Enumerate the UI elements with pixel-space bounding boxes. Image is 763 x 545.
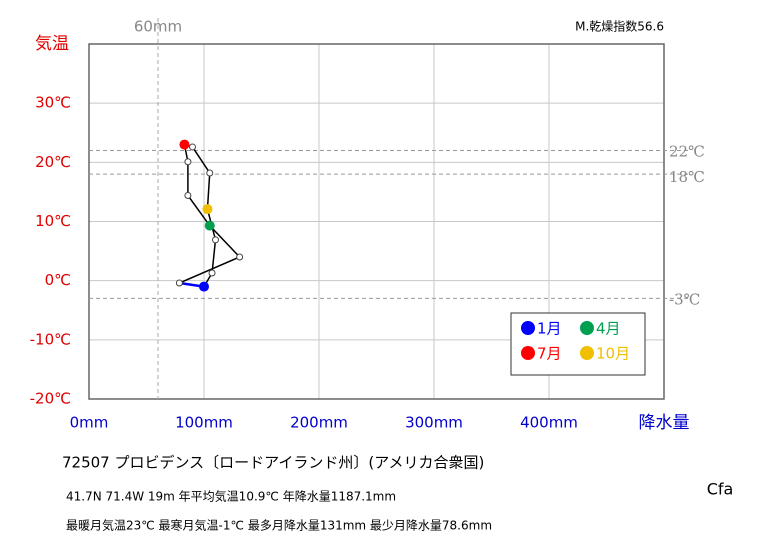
x-tick-label: 400mm [520, 414, 578, 432]
y-tick-label: -10℃ [30, 330, 71, 348]
month-point [199, 281, 209, 292]
legend-label: 7月 [537, 345, 562, 363]
month-point [206, 169, 214, 177]
legend-marker [521, 321, 535, 335]
reference-label: -3℃ [669, 290, 700, 308]
reference-label: 18℃ [669, 168, 705, 186]
y-axis-label: 気温 [35, 34, 69, 54]
x-tick-label: 100mm [175, 414, 233, 432]
reference-label: 22℃ [669, 143, 705, 161]
legend-label: 1月 [537, 320, 562, 338]
month-point [175, 279, 183, 287]
legend-marker [580, 346, 594, 360]
plot-frame [88, 43, 665, 400]
month-point [212, 236, 219, 244]
legend-box [510, 312, 646, 376]
month-point [204, 220, 215, 231]
legend-label: 4月 [596, 320, 621, 338]
x-axis-label: 降水量 [639, 413, 690, 433]
reference-label: 60mm [134, 18, 182, 36]
month-point [184, 158, 192, 166]
index-label: M.乾燥指数56.6 [575, 19, 664, 34]
month-point [208, 269, 216, 277]
legend-marker [580, 321, 594, 335]
climate-class: Cfa [707, 480, 734, 499]
climate-line [176, 143, 241, 288]
y-tick-label: 10℃ [35, 212, 71, 230]
legend-marker [521, 346, 535, 360]
month-point [179, 139, 190, 150]
x-tick-label: 300mm [405, 414, 463, 432]
legend-label: 10月 [596, 345, 630, 363]
y-tick-label: 0℃ [45, 271, 71, 289]
month-point [236, 253, 244, 261]
y-tick-label: -20℃ [30, 390, 71, 408]
month-point [184, 191, 192, 199]
info-line: 41.7N 71.4W 19m 年平均気温10.9℃ 年降水量1187.1mm [66, 489, 396, 504]
x-tick-label: 200mm [290, 414, 348, 432]
month-point [189, 143, 196, 151]
month-point [202, 204, 213, 215]
y-tick-label: 30℃ [35, 94, 71, 112]
info-line: 最暖月気温23℃ 最寒月気温-1℃ 最多月降水量131mm 最少月降水量78.6… [66, 518, 492, 533]
y-tick-label: 20℃ [35, 153, 71, 171]
station: 72507 プロビデンス〔ロードアイランド州〕(アメリカ合衆国) [62, 454, 484, 472]
x-tick-label: 0mm [70, 414, 109, 432]
